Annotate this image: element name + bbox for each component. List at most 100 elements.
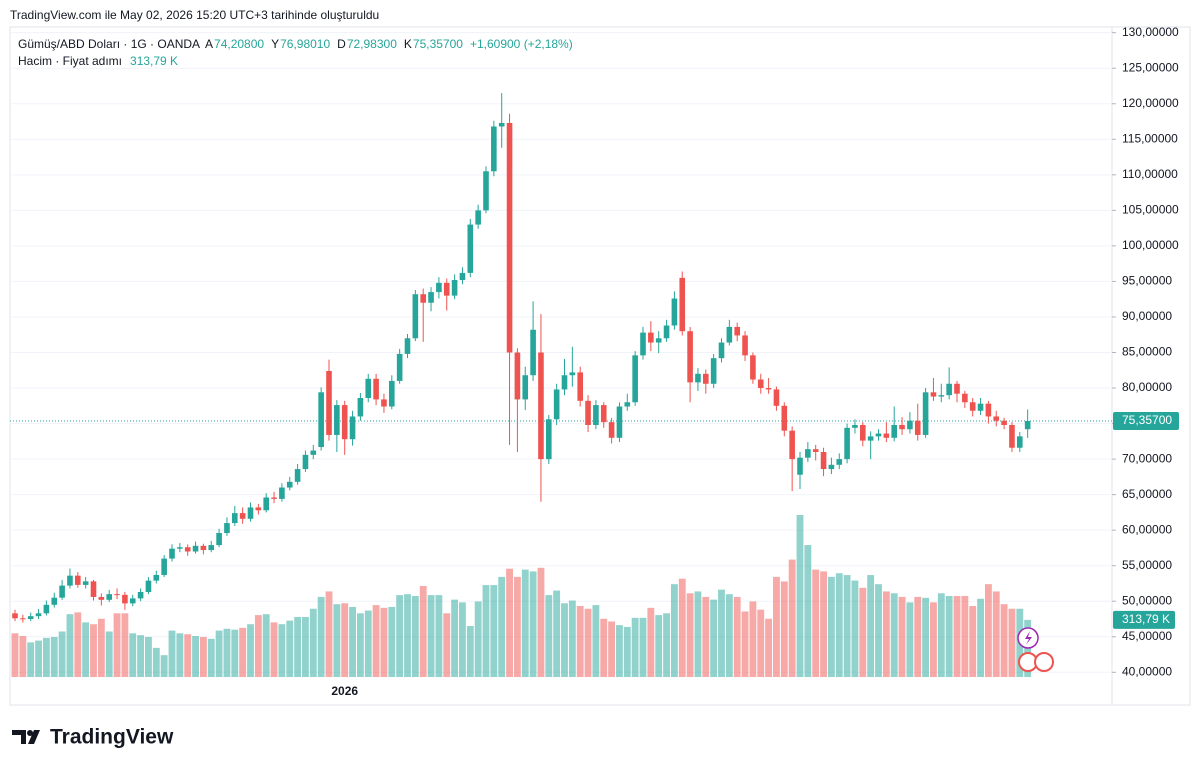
candle-body <box>710 358 717 384</box>
candle-body <box>302 454 309 470</box>
volume-bar <box>302 616 309 677</box>
ohlc-key: Y <box>271 37 279 51</box>
y-tick-label: 110,00000 <box>1122 167 1178 181</box>
candle-body <box>396 353 403 381</box>
candle-body <box>954 383 960 394</box>
candle-body <box>232 513 238 524</box>
volume-bar <box>804 545 812 677</box>
volume-bar <box>757 609 765 677</box>
y-tick-label: 80,00000 <box>1122 380 1172 394</box>
candle-body <box>781 405 788 431</box>
candle-body <box>608 422 615 438</box>
candle-body <box>161 558 167 575</box>
candle-body <box>585 400 591 425</box>
volume-bar <box>584 608 592 677</box>
ohlc-key: D <box>337 37 346 51</box>
y-tick-label: 50,00000 <box>1122 593 1172 607</box>
volume-bar <box>678 578 686 677</box>
y-tick-label: 100,00000 <box>1122 238 1179 252</box>
candle-body <box>648 332 654 343</box>
candle-body <box>247 507 254 519</box>
x-tick-label: 2026 <box>331 684 358 698</box>
candle-body <box>899 424 905 430</box>
candle-body <box>20 618 26 620</box>
volume-bar <box>498 576 506 677</box>
y-tick-label: 125,00000 <box>1122 60 1179 74</box>
volume-bar <box>333 604 341 677</box>
last-price-label: 75,35700 <box>1122 413 1172 427</box>
volume-bar <box>349 606 356 677</box>
candle-body <box>687 331 693 383</box>
candle-body <box>475 210 481 225</box>
volume-bar <box>930 602 937 677</box>
candle-body <box>883 433 890 438</box>
candle-body <box>106 594 112 600</box>
candle-body <box>122 594 128 604</box>
volume-layer <box>11 515 1032 677</box>
volume-bar <box>820 571 827 677</box>
volume-bar <box>474 601 482 677</box>
volume-bar <box>568 600 576 677</box>
volume-bar <box>733 596 741 677</box>
candle-body <box>59 585 65 598</box>
candle-body <box>436 282 442 293</box>
legend: Gümüş/ABD Doları · 1G · OANDA Hacim · Fi… <box>18 37 573 68</box>
candle-body <box>349 416 356 440</box>
volume-bar <box>906 602 914 677</box>
candle-body <box>891 424 897 438</box>
candle-body <box>797 457 803 475</box>
volume-bar <box>451 599 459 677</box>
y-tick-label: 45,00000 <box>1122 629 1172 643</box>
volume-bar <box>725 594 733 677</box>
candle-body <box>389 380 395 407</box>
volume-bar <box>74 612 82 677</box>
candle-body <box>318 392 324 448</box>
y-tick-label: 60,00000 <box>1122 522 1172 536</box>
event-icon[interactable] <box>1034 652 1054 672</box>
volume-bar <box>443 613 451 677</box>
volume-bar <box>58 631 66 677</box>
ohlc-value: 72,98300 <box>347 37 397 51</box>
candle-body <box>381 399 387 407</box>
candle-body <box>875 433 882 437</box>
logo: TradingView <box>12 726 174 749</box>
candle-body <box>412 294 419 339</box>
y-tick-label: 120,00000 <box>1122 96 1179 110</box>
candle-body <box>498 122 505 127</box>
frame <box>9 26 1191 706</box>
candle-body <box>129 598 136 604</box>
y-tick-label: 85,00000 <box>1122 345 1172 359</box>
candle-layer <box>12 93 1031 623</box>
candle-body <box>703 373 709 384</box>
candle-body <box>491 126 497 172</box>
volume-bar <box>42 637 50 677</box>
volume-bar <box>663 613 670 677</box>
volume-bar <box>773 576 780 677</box>
candle-body <box>985 403 992 417</box>
y-tick-label: 115,00000 <box>1122 131 1178 145</box>
volume-bar <box>231 629 239 677</box>
volume-bar <box>90 624 97 677</box>
candle-body <box>365 378 372 398</box>
volume-bar <box>513 576 521 677</box>
volume-bar <box>922 597 930 677</box>
candle-body <box>294 469 301 482</box>
volume-bar <box>411 596 419 677</box>
created-note: TradingView.com ile May 02, 2026 15:20 U… <box>10 8 379 22</box>
volume-bar <box>404 594 411 677</box>
candle-body <box>326 370 332 435</box>
volume-bar <box>592 605 600 677</box>
candle-body <box>153 574 160 581</box>
candle-body <box>114 594 120 596</box>
candle-body <box>239 513 246 519</box>
last-price-badge <box>1113 412 1179 431</box>
volume-bar <box>82 622 90 677</box>
candle-body <box>82 581 89 585</box>
candle-body <box>75 575 81 585</box>
volume-bar <box>380 607 388 677</box>
y-tick-label: 105,00000 <box>1122 203 1179 217</box>
candle-body <box>145 580 152 592</box>
candle-body <box>200 545 207 551</box>
y-tick-label: 70,00000 <box>1122 451 1172 465</box>
volume-bar <box>898 596 906 677</box>
